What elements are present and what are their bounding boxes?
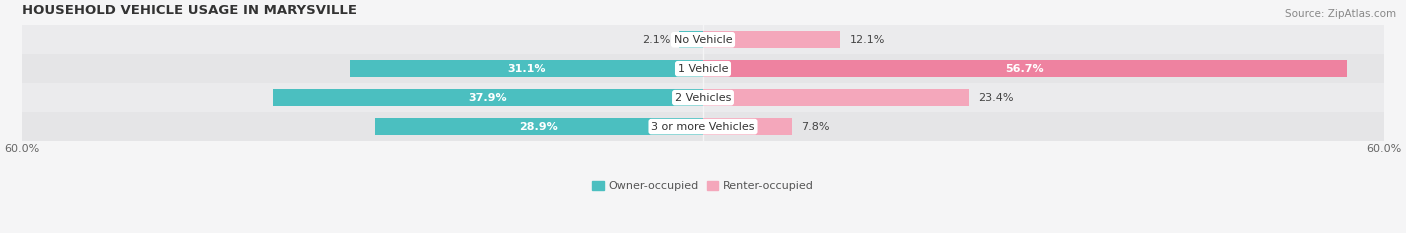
- Text: HOUSEHOLD VEHICLE USAGE IN MARYSVILLE: HOUSEHOLD VEHICLE USAGE IN MARYSVILLE: [21, 4, 357, 17]
- Bar: [21, 112, 1385, 141]
- Bar: [21, 54, 1385, 83]
- Bar: [703, 118, 792, 135]
- Text: 31.1%: 31.1%: [508, 64, 546, 74]
- Legend: Owner-occupied, Renter-occupied: Owner-occupied, Renter-occupied: [588, 176, 818, 196]
- Text: 3 or more Vehicles: 3 or more Vehicles: [651, 122, 755, 132]
- Text: 28.9%: 28.9%: [520, 122, 558, 132]
- Bar: [703, 60, 1347, 77]
- Text: 1 Vehicle: 1 Vehicle: [678, 64, 728, 74]
- Bar: [21, 83, 1385, 112]
- Text: 56.7%: 56.7%: [1005, 64, 1045, 74]
- Bar: [350, 60, 703, 77]
- Bar: [21, 25, 1385, 54]
- Bar: [375, 118, 703, 135]
- Text: No Vehicle: No Vehicle: [673, 35, 733, 45]
- Bar: [679, 31, 703, 48]
- Bar: [703, 31, 841, 48]
- Text: 7.8%: 7.8%: [800, 122, 830, 132]
- Text: 37.9%: 37.9%: [468, 93, 508, 103]
- Bar: [703, 89, 969, 106]
- Text: 2 Vehicles: 2 Vehicles: [675, 93, 731, 103]
- Text: 23.4%: 23.4%: [977, 93, 1014, 103]
- Text: Source: ZipAtlas.com: Source: ZipAtlas.com: [1285, 9, 1396, 19]
- Text: 12.1%: 12.1%: [849, 35, 884, 45]
- Bar: [273, 89, 703, 106]
- Text: 2.1%: 2.1%: [641, 35, 671, 45]
